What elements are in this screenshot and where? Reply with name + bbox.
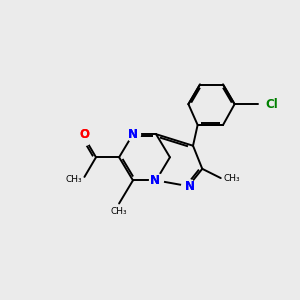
- Text: CH₃: CH₃: [111, 207, 128, 216]
- Text: CH₃: CH₃: [223, 174, 240, 183]
- Text: N: N: [150, 174, 160, 187]
- Text: N: N: [128, 128, 138, 141]
- Text: N: N: [184, 180, 195, 193]
- Text: N: N: [184, 180, 195, 193]
- Text: CH₃: CH₃: [65, 175, 82, 184]
- Text: O: O: [80, 128, 89, 141]
- Text: N: N: [150, 174, 160, 187]
- Text: O: O: [80, 128, 89, 141]
- Text: Cl: Cl: [266, 98, 278, 111]
- Text: N: N: [128, 128, 138, 141]
